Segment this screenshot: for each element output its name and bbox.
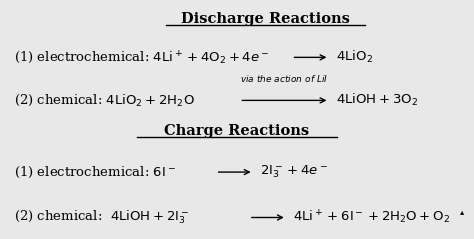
Text: $4\mathrm{LiO}_2$: $4\mathrm{LiO}_2$ [336,49,373,65]
Text: (1) electrochemical: $6\mathrm{I}^-$: (1) electrochemical: $6\mathrm{I}^-$ [14,164,176,180]
Text: (2) chemical: $4\mathrm{LiO}_2 + 2\mathrm{H}_2\mathrm{O}$: (2) chemical: $4\mathrm{LiO}_2 + 2\mathr… [14,93,195,108]
Text: $2\mathrm{I}_3^- + 4e^-$: $2\mathrm{I}_3^- + 4e^-$ [260,164,328,180]
Text: Discharge Reactions: Discharge Reactions [181,12,350,26]
Text: (2) chemical:  $4\mathrm{LiOH} + 2\mathrm{I}_3^-$: (2) chemical: $4\mathrm{LiOH} + 2\mathrm… [14,209,190,226]
Text: $\mathit{via\ the\ action\ of\ LiI}$: $\mathit{via\ the\ action\ of\ LiI}$ [240,73,328,84]
Text: $\blacktriangle$: $\blacktriangle$ [459,208,465,217]
Text: $4\mathrm{Li}^+ + 6\mathrm{I}^- + 2\mathrm{H}_2\mathrm{O} + \mathrm{O}_2$: $4\mathrm{Li}^+ + 6\mathrm{I}^- + 2\math… [293,209,450,226]
Text: (1) electrochemical: $4\mathrm{Li}^+ + 4\mathrm{O}_2 + 4e^-$: (1) electrochemical: $4\mathrm{Li}^+ + 4… [14,49,270,66]
Text: $4\mathrm{LiOH} + 3\mathrm{O}_2$: $4\mathrm{LiOH} + 3\mathrm{O}_2$ [336,92,418,109]
Text: Charge Reactions: Charge Reactions [164,124,310,138]
